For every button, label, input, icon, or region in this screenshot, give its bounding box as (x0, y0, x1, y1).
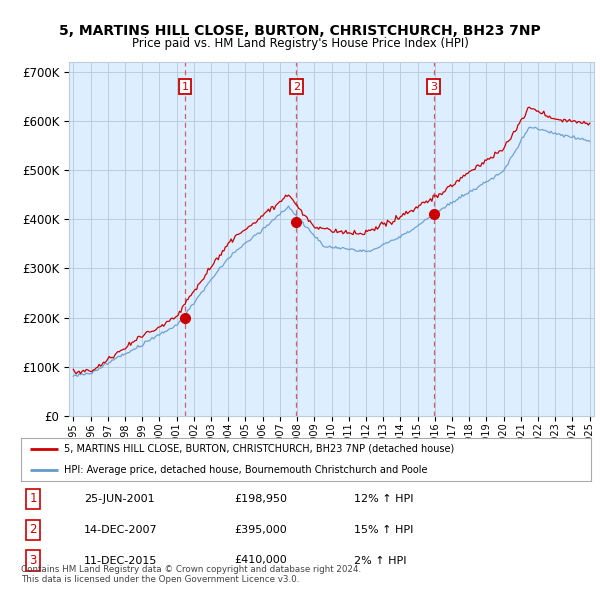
Text: 14-DEC-2007: 14-DEC-2007 (84, 525, 158, 535)
Text: Price paid vs. HM Land Registry's House Price Index (HPI): Price paid vs. HM Land Registry's House … (131, 37, 469, 50)
Text: 3: 3 (29, 554, 37, 567)
Text: 25-JUN-2001: 25-JUN-2001 (84, 494, 155, 503)
Text: 2: 2 (293, 81, 300, 91)
Text: 15% ↑ HPI: 15% ↑ HPI (354, 525, 413, 535)
Text: £198,950: £198,950 (234, 494, 287, 503)
Text: 1: 1 (181, 81, 188, 91)
Text: 11-DEC-2015: 11-DEC-2015 (84, 556, 157, 565)
Text: £395,000: £395,000 (234, 525, 287, 535)
Text: 1: 1 (29, 492, 37, 505)
Text: 2% ↑ HPI: 2% ↑ HPI (354, 556, 407, 565)
Text: Contains HM Land Registry data © Crown copyright and database right 2024.
This d: Contains HM Land Registry data © Crown c… (21, 565, 361, 584)
Text: 3: 3 (430, 81, 437, 91)
Text: 5, MARTINS HILL CLOSE, BURTON, CHRISTCHURCH, BH23 7NP: 5, MARTINS HILL CLOSE, BURTON, CHRISTCHU… (59, 24, 541, 38)
Text: 12% ↑ HPI: 12% ↑ HPI (354, 494, 413, 503)
Text: 2: 2 (29, 523, 37, 536)
Text: HPI: Average price, detached house, Bournemouth Christchurch and Poole: HPI: Average price, detached house, Bour… (64, 466, 427, 475)
Text: 5, MARTINS HILL CLOSE, BURTON, CHRISTCHURCH, BH23 7NP (detached house): 5, MARTINS HILL CLOSE, BURTON, CHRISTCHU… (64, 444, 454, 454)
Text: £410,000: £410,000 (234, 556, 287, 565)
